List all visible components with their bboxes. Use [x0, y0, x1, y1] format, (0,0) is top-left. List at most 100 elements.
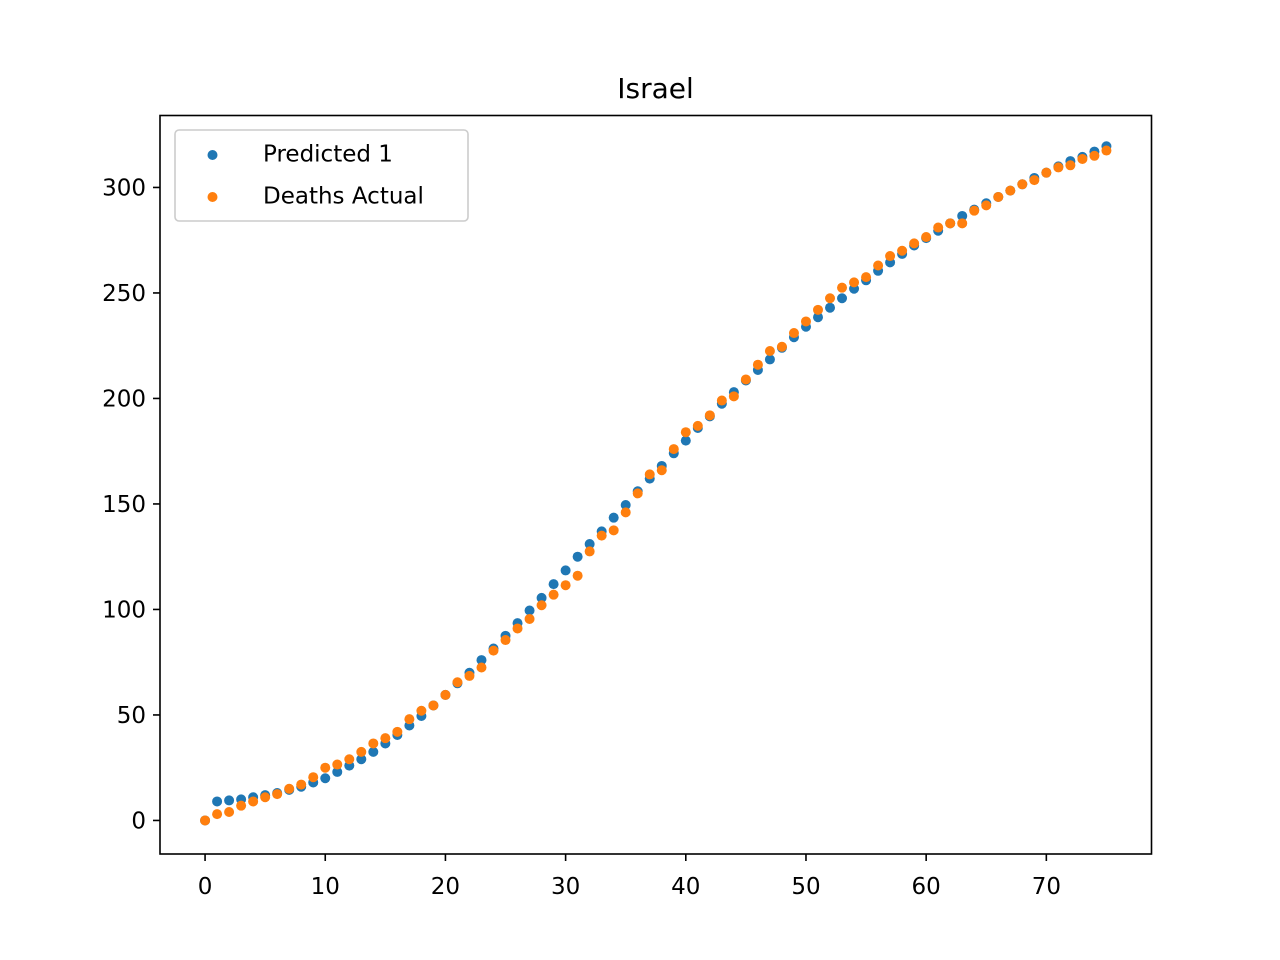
data-point	[1041, 167, 1052, 178]
data-point	[752, 359, 763, 370]
data-point	[740, 374, 751, 385]
data-point	[536, 592, 547, 603]
data-point	[236, 800, 247, 811]
data-point	[452, 677, 463, 688]
data-point	[969, 205, 980, 216]
legend-marker-predicted	[207, 150, 218, 160]
data-point	[212, 796, 223, 807]
data-point	[800, 316, 811, 327]
data-point	[692, 420, 703, 431]
x-tick-label: 20	[431, 874, 460, 900]
data-point	[945, 218, 956, 229]
data-point	[392, 726, 403, 737]
data-point	[320, 773, 331, 784]
data-point	[620, 507, 631, 518]
data-point	[572, 551, 583, 562]
data-point	[428, 700, 439, 711]
data-point	[632, 488, 643, 499]
data-point	[332, 766, 343, 777]
legend-frame	[174, 129, 469, 222]
data-point	[284, 783, 295, 794]
data-point	[668, 444, 679, 455]
data-point	[825, 293, 836, 304]
legend: Predicted 1 Deaths Actual	[174, 129, 469, 222]
data-point	[957, 210, 968, 221]
data-point	[332, 759, 343, 770]
data-point	[404, 714, 415, 725]
data-point	[957, 218, 968, 229]
y-tick-label: 150	[102, 492, 146, 518]
data-point	[608, 512, 619, 523]
data-point	[356, 746, 367, 757]
data-point	[596, 530, 607, 541]
data-point	[728, 391, 739, 402]
data-point	[560, 565, 571, 576]
data-point	[524, 613, 535, 624]
data-point	[308, 772, 319, 783]
y-tick-label: 300	[102, 175, 146, 201]
data-point	[909, 238, 920, 249]
data-point	[981, 200, 992, 211]
data-point	[1065, 160, 1076, 171]
x-tick-label: 10	[311, 874, 340, 900]
y-tick-label: 200	[102, 386, 146, 412]
data-point	[1029, 175, 1040, 186]
data-point	[837, 293, 848, 304]
y-tick-label: 100	[102, 597, 146, 623]
data-point	[296, 779, 307, 790]
data-point	[837, 282, 848, 293]
y-tick-label: 50	[117, 703, 146, 729]
x-tick-label: 0	[198, 874, 213, 900]
data-point	[320, 762, 331, 773]
data-point	[260, 792, 271, 803]
data-point	[248, 796, 259, 807]
data-point	[620, 500, 631, 511]
data-point	[224, 795, 235, 806]
data-point	[776, 341, 787, 352]
series-predicted	[200, 141, 1112, 826]
data-point	[584, 546, 595, 557]
data-point	[993, 191, 1004, 202]
data-point	[1053, 162, 1064, 173]
data-point	[680, 427, 691, 438]
legend-label-predicted: Predicted 1	[263, 142, 393, 168]
data-point	[1005, 185, 1016, 196]
data-point	[368, 746, 379, 757]
data-point	[464, 670, 475, 681]
data-point	[1017, 179, 1028, 190]
legend-label-actual: Deaths Actual	[263, 184, 424, 210]
legend-marker-actual	[207, 192, 218, 202]
x-tick-label: 30	[551, 874, 580, 900]
y-tick-label: 250	[102, 281, 146, 307]
data-point	[416, 705, 427, 716]
data-point	[764, 345, 775, 356]
x-tick-label: 70	[1032, 874, 1061, 900]
data-point	[897, 245, 908, 256]
data-point	[885, 251, 896, 262]
data-point	[656, 465, 667, 476]
data-point	[380, 733, 391, 744]
data-point	[825, 302, 836, 313]
y-tick-label: 0	[131, 808, 146, 834]
data-points	[200, 141, 1112, 826]
data-point	[548, 579, 559, 590]
data-point	[356, 754, 367, 765]
data-point	[440, 689, 451, 700]
data-point	[476, 655, 487, 666]
data-point	[368, 738, 379, 749]
data-point	[873, 260, 884, 271]
plot-area-frame	[159, 114, 1153, 855]
data-point	[1101, 145, 1112, 156]
data-point	[788, 328, 799, 339]
x-tick-label: 60	[912, 874, 941, 900]
chart-title: Israel	[617, 72, 694, 105]
data-point	[849, 277, 860, 288]
data-point	[560, 580, 571, 591]
data-point	[224, 807, 235, 818]
x-tick-label: 50	[791, 874, 820, 900]
x-tick-label: 40	[671, 874, 700, 900]
data-point	[572, 570, 583, 581]
data-point	[644, 469, 655, 480]
y-axis: 0 50 100 150 200 250 300	[102, 175, 160, 834]
data-point	[716, 395, 727, 406]
